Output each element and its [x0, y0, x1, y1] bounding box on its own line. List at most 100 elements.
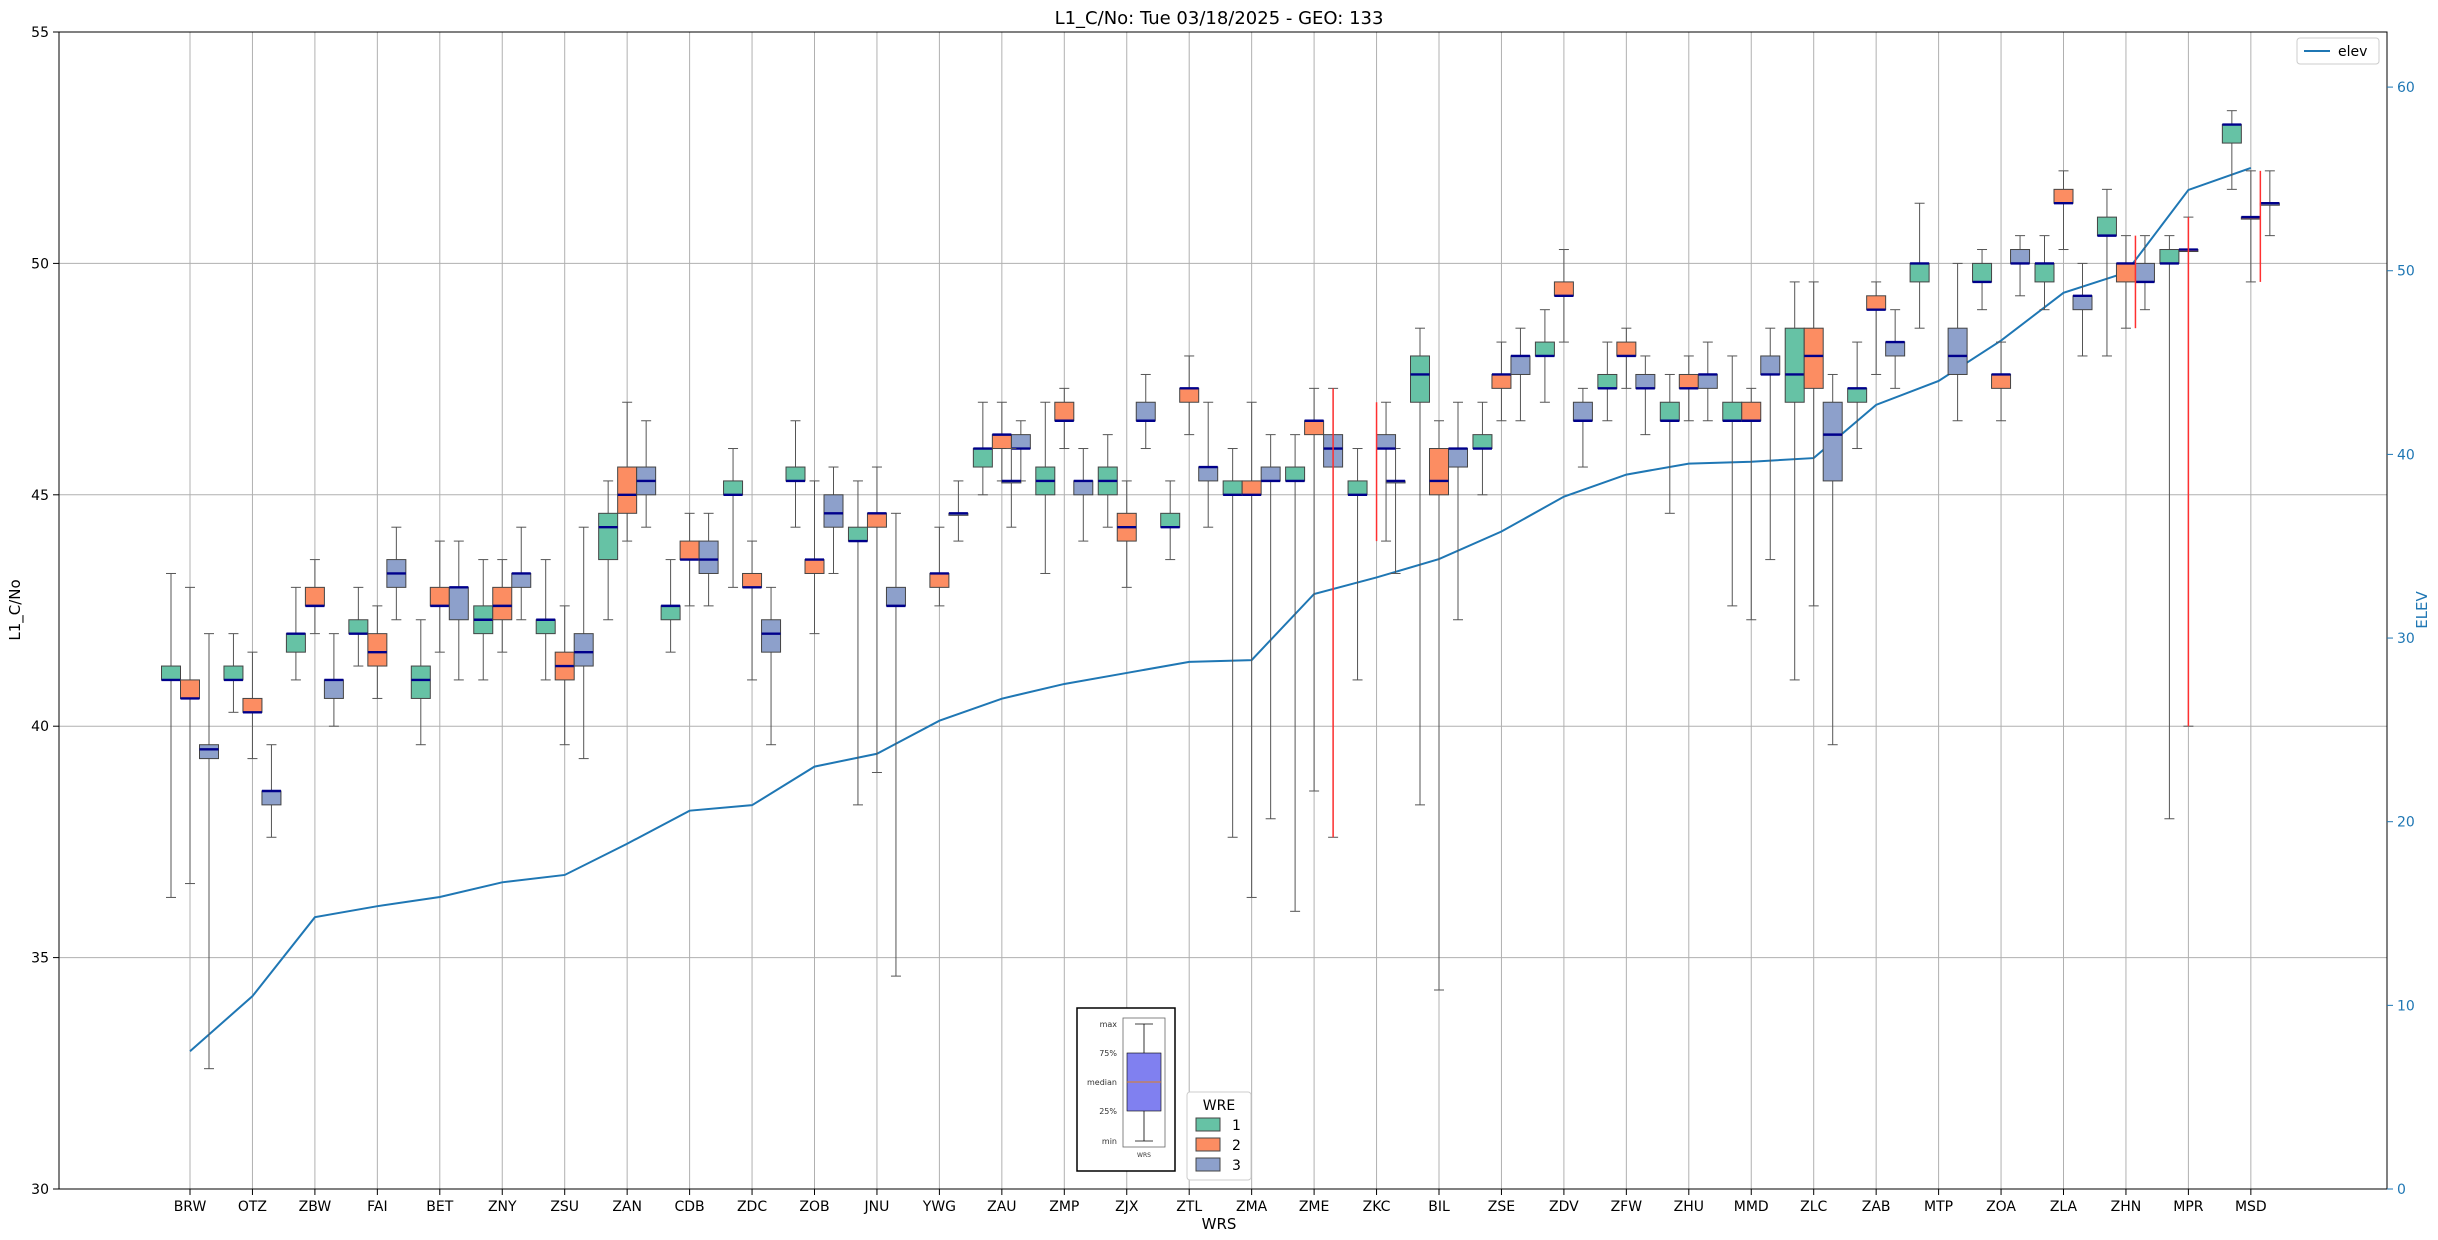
box-body: [1472, 434, 1493, 450]
x-tick-label-cdb: CDB: [675, 1199, 705, 1215]
legend-wre-label-2: 2: [1232, 1138, 1241, 1154]
box-zan-wre3: [636, 420, 657, 528]
box-jnu-wre3: [885, 512, 906, 977]
y-axis-label: L1_C/No: [6, 579, 25, 640]
y2-axis-label: ELEV: [2413, 590, 2431, 628]
box-body: [1741, 401, 1762, 422]
x-tick-label-zny: ZNY: [488, 1199, 517, 1215]
box-body: [199, 744, 219, 760]
box-body: [223, 665, 244, 681]
boxes-layer: [161, 110, 2280, 1070]
box-body: [1678, 373, 1699, 389]
x-tick-label-zse: ZSE: [1488, 1199, 1515, 1215]
box-zau-wre3: [1001, 448, 1022, 528]
box-body: [304, 586, 325, 607]
box-zme-wre1: [1285, 434, 1306, 912]
box-otz-wre3: [261, 744, 282, 838]
box-body: [1866, 295, 1887, 311]
box-body: [1909, 262, 1930, 283]
box-mtp-wre3: [1947, 262, 1968, 422]
box-ztl-wre2: [1179, 355, 1200, 436]
inset-label-median: median: [1087, 1078, 1117, 1087]
x-tick-label-zdc: ZDC: [737, 1199, 767, 1215]
box-zkc-wre1: [1347, 448, 1368, 681]
box-body: [929, 572, 950, 588]
x-tick-label-zoa: ZOA: [1986, 1199, 2016, 1215]
box-body: [1553, 281, 1574, 297]
box-body: [1784, 327, 1805, 403]
box-zhu-wre2: [1678, 355, 1699, 422]
box-body: [261, 790, 282, 806]
box-body: [1448, 448, 1468, 468]
box-zoa-wre3: [2010, 235, 2031, 297]
legend-wre-swatch-3: [1195, 1157, 1221, 1172]
box-zla-wre3: [2072, 262, 2093, 357]
box-zau-wre1: [972, 401, 993, 496]
x-tick-label-jnu: JNU: [864, 1199, 890, 1215]
box-zoa-wre1: [1972, 249, 1993, 311]
y2-tick-label: 0: [2397, 1182, 2406, 1198]
axes: 30 35 40 45 50 55 0 10 20 30 40 50 60 BRW OTZ ZBW FAI BET…: [31, 25, 2415, 1215]
box-brw-wre1: [161, 572, 181, 898]
x-tick-label-zab: ZAB: [1862, 1199, 1891, 1215]
box-zmp-wre1: [1035, 401, 1056, 574]
box-zsu-wre2: [554, 605, 575, 746]
box-zsu-wre1: [535, 559, 556, 681]
plot-frame: [58, 31, 2388, 1190]
box-body: [180, 679, 200, 699]
box-body: [1722, 401, 1743, 422]
box-zoa-wre2: [1991, 341, 2012, 422]
x-tick-label-msd: MSD: [2235, 1199, 2267, 1215]
box-zfw-wre3: [1635, 355, 1656, 436]
box-body: [1222, 480, 1243, 496]
box-zmp-wre2: [1054, 387, 1075, 450]
box-body: [573, 633, 594, 667]
box-ztl-wre1: [1160, 480, 1181, 561]
box-body: [410, 665, 431, 699]
box-body: [823, 494, 844, 528]
box-msd-wre2: [2240, 170, 2261, 283]
box-zlc-wre2: [1803, 281, 1824, 607]
box-body: [2134, 262, 2155, 283]
box-jnu-wre2: [866, 466, 887, 773]
box-body: [1972, 262, 1993, 283]
box-body: [1491, 373, 1512, 389]
box-zjx-wre1: [1097, 434, 1118, 528]
x-tick-label-zan: ZAN: [612, 1199, 642, 1215]
box-body: [742, 572, 763, 588]
box-body: [847, 526, 868, 542]
box-cdb-wre3: [698, 512, 719, 607]
y-tick-label: 55: [31, 25, 49, 41]
box-body: [660, 605, 681, 621]
box-body: [2221, 124, 2242, 144]
box-zau-wre3: [1010, 420, 1031, 482]
box-body: [1241, 480, 1262, 496]
box-body: [242, 697, 263, 713]
box-bet-wre3: [448, 540, 469, 681]
x-tick-label-bil: BIL: [1428, 1199, 1450, 1215]
box-msd-wre3: [2259, 170, 2280, 237]
box-zma-wre1: [1222, 448, 1243, 838]
y2-tick-label: 30: [2397, 631, 2415, 647]
box-body: [1616, 341, 1637, 357]
box-zab-wre2: [1866, 281, 1887, 375]
box-msd-wre1: [2221, 110, 2242, 190]
x-tick-label-brw: BRW: [174, 1199, 207, 1215]
box-body: [785, 466, 806, 482]
x-tick-label-mpr: MPR: [2173, 1199, 2204, 1215]
box-zob-wre1: [785, 420, 806, 528]
box-zse-wre3: [1510, 327, 1531, 422]
box-body: [1135, 401, 1156, 422]
box-bil-wre1: [1410, 327, 1430, 806]
box-zse-wre1: [1472, 401, 1493, 496]
x-tick-label-zme: ZME: [1299, 1199, 1330, 1215]
box-cdb-wre2: [679, 512, 700, 607]
legend-wre-swatch-1: [1195, 1117, 1221, 1132]
box-body: [429, 586, 450, 607]
boxplot-key-inset: max 75% median 25% min WRS: [1076, 1007, 1176, 1172]
box-body: [448, 586, 469, 621]
y-tick-label: 45: [31, 488, 49, 504]
legend-wre-swatch-2: [1195, 1137, 1221, 1152]
box-zdv-wre1: [1534, 309, 1555, 403]
